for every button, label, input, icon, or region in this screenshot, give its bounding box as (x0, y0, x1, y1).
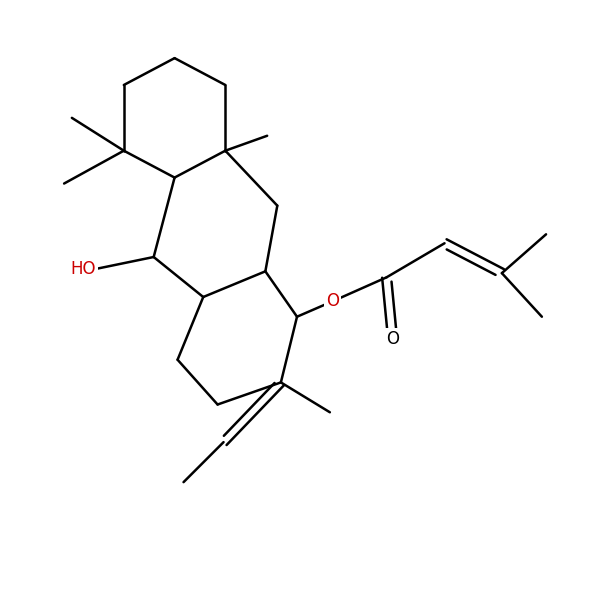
Text: HO: HO (70, 260, 96, 278)
Text: O: O (386, 330, 399, 348)
Text: O: O (326, 292, 340, 310)
